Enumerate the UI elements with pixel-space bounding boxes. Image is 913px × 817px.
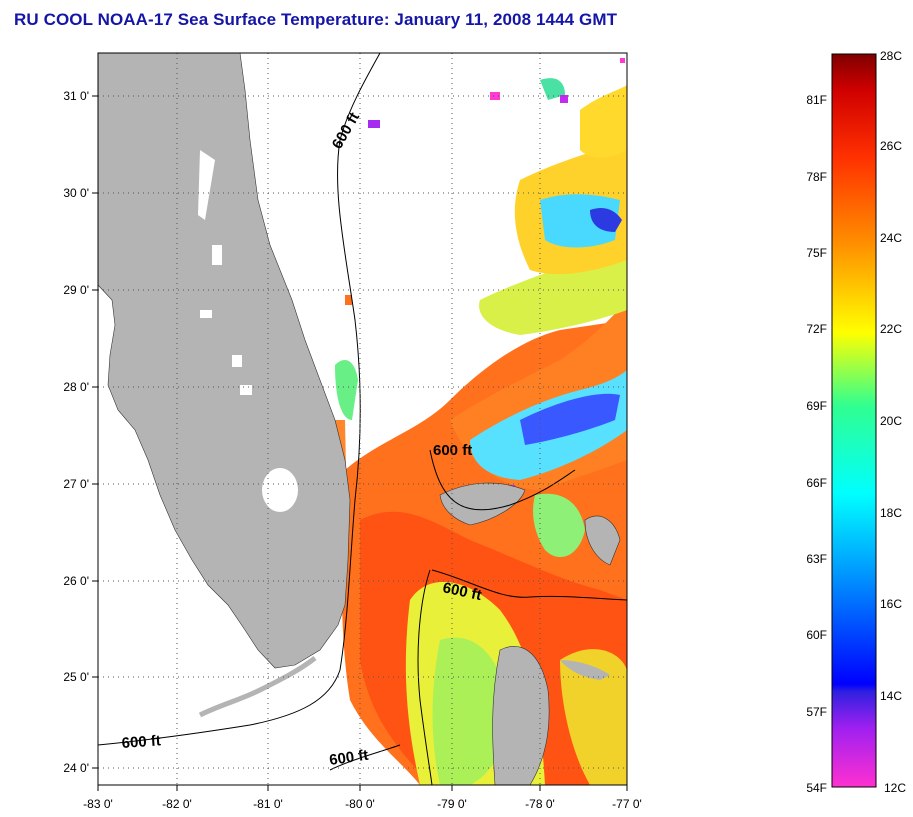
colorbar-f-label: 72F <box>806 322 827 336</box>
sst-data-layer <box>330 58 627 785</box>
abaco <box>584 515 621 566</box>
axis-ticks <box>92 95 628 791</box>
colorbar-f-label: 69F <box>806 399 827 413</box>
lon-label: -77 0' <box>612 797 642 811</box>
lat-label: 31 0' <box>63 89 89 103</box>
colorbar-fahrenheit-labels: 81F 78F 75F 72F 69F 66F 63F 60F 57F 54F <box>806 93 827 795</box>
colorbar-f-label: 81F <box>806 93 827 107</box>
florida-land <box>98 53 351 669</box>
colorbar-c-label: 14C <box>880 689 902 703</box>
colorbar-f-label: 75F <box>806 246 827 260</box>
contour-label: 600 ft <box>433 442 472 459</box>
lat-label: 26 0' <box>63 574 89 588</box>
colorbar-c-label: 24C <box>880 231 902 245</box>
lon-label: -80 0' <box>345 797 375 811</box>
lon-label: -81 0' <box>253 797 283 811</box>
colorbar-c-label: 20C <box>880 414 902 428</box>
chart-title: RU COOL NOAA-17 Sea Surface Temperature:… <box>14 10 618 29</box>
isobath-contours <box>98 53 627 785</box>
lat-label: 27 0' <box>63 477 89 491</box>
lon-label: -83 0' <box>83 797 113 811</box>
lat-label: 28 0' <box>63 380 89 394</box>
colorbar-f-label: 54F <box>806 781 827 795</box>
colorbar-c-label: 16C <box>880 597 902 611</box>
lat-label: 25 0' <box>63 670 89 684</box>
colorbar-celsius-labels: 28C 26C 24C 22C 20C 18C 16C 14C 12C <box>880 49 906 795</box>
grid <box>98 53 627 785</box>
grand-bahama <box>439 482 526 526</box>
florida-keys <box>198 656 317 718</box>
colorbar-c-label: 18C <box>880 506 902 520</box>
colorbar-c-label: 22C <box>880 322 902 336</box>
latitude-labels: 31 0' 30 0' 29 0' 28 0' 27 0' 26 0' 25 0… <box>63 89 89 775</box>
lon-label: -82 0' <box>162 797 192 811</box>
lat-label: 29 0' <box>63 283 89 297</box>
longitude-labels: -83 0' -82 0' -81 0' -80 0' -79 0' -78 0… <box>83 797 642 811</box>
plot-frame <box>97 52 628 786</box>
colorbar-f-label: 63F <box>806 552 827 566</box>
lon-label: -79 0' <box>437 797 467 811</box>
colorbar-f-label: 78F <box>806 170 827 184</box>
lake-okeechobee <box>262 468 298 512</box>
colorbar-c-label: 12C <box>884 781 906 795</box>
colorbar-f-label: 66F <box>806 476 827 490</box>
contour-label: 600 ft <box>328 747 369 769</box>
andros <box>492 646 550 785</box>
colorbar-c-label: 26C <box>880 139 902 153</box>
lat-label: 30 0' <box>63 186 89 200</box>
colorbar-f-label: 60F <box>806 628 827 642</box>
colorbar-c-label: 28C <box>880 49 902 63</box>
colorbar-f-label: 57F <box>806 705 827 719</box>
lat-label: 24 0' <box>63 761 89 775</box>
contour-label: 600 ft <box>121 732 161 752</box>
colorbar <box>831 53 877 788</box>
lon-label: -78 0' <box>525 797 555 811</box>
